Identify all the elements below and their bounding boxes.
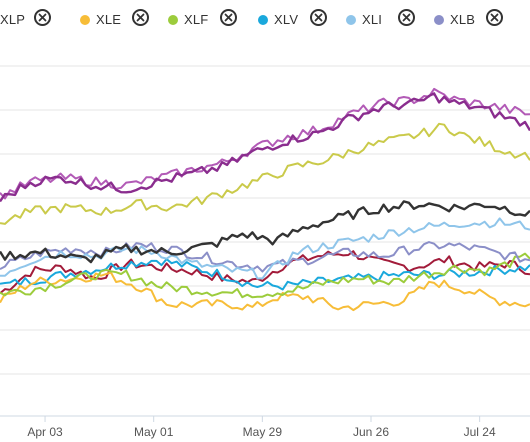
x-tick-label: Jun 26 — [353, 425, 389, 439]
x-tick-label: May 01 — [134, 425, 174, 439]
close-icon — [402, 13, 411, 22]
remove-series-button[interactable] — [220, 9, 237, 26]
close-icon — [224, 13, 233, 22]
remove-series-button[interactable] — [310, 9, 327, 26]
series-line-unlabeled-8 — [0, 92, 530, 203]
x-tick-label: Jul 24 — [464, 425, 496, 439]
legend-item-xlb[interactable]: XLB — [434, 6, 524, 34]
legend-item-xlv[interactable]: XLV — [258, 6, 348, 34]
legend-label: XLI — [362, 12, 383, 27]
legend-label: XLB — [450, 12, 476, 27]
remove-series-button[interactable] — [34, 9, 51, 26]
series-line-xli — [0, 217, 530, 280]
legend-color-dot — [258, 15, 268, 25]
series-line-xlf — [0, 252, 530, 299]
legend: XLP XLE XLF XLV XLI XLB — [0, 6, 530, 34]
series-line-xlv — [0, 258, 530, 291]
gridlines — [0, 65, 530, 375]
remove-series-button[interactable] — [398, 9, 415, 26]
legend-item-xlp[interactable]: XLP — [0, 6, 82, 34]
close-icon — [490, 13, 499, 22]
series-line-xlb — [0, 241, 530, 273]
series-line-unlabeled-7 — [0, 122, 530, 225]
series-line-unlabeled-9 — [0, 87, 530, 200]
legend-item-xle[interactable]: XLE — [80, 6, 170, 34]
legend-label: XLF — [184, 12, 209, 27]
legend-color-dot — [434, 15, 444, 25]
x-tick-label: May 29 — [243, 425, 283, 439]
remove-series-button[interactable] — [486, 9, 503, 26]
series-lines — [0, 87, 530, 312]
close-icon — [38, 13, 47, 22]
legend-label: XLV — [274, 12, 299, 27]
legend-label: XLP — [0, 12, 26, 27]
legend-color-dot — [346, 15, 356, 25]
series-line-xle — [0, 271, 530, 312]
legend-color-dot — [168, 15, 178, 25]
legend-color-dot — [80, 15, 90, 25]
x-axis: Apr 03 May 01 May 29 Jun 26 Jul 24 — [0, 415, 530, 439]
series-line-xlp — [0, 200, 530, 264]
legend-item-xli[interactable]: XLI — [346, 6, 436, 34]
legend-item-xlf[interactable]: XLF — [168, 6, 258, 34]
remove-series-button[interactable] — [132, 9, 149, 26]
legend-label: XLE — [96, 12, 122, 27]
close-icon — [136, 13, 145, 22]
x-tick-label: Apr 03 — [27, 425, 63, 439]
close-icon — [314, 13, 323, 22]
